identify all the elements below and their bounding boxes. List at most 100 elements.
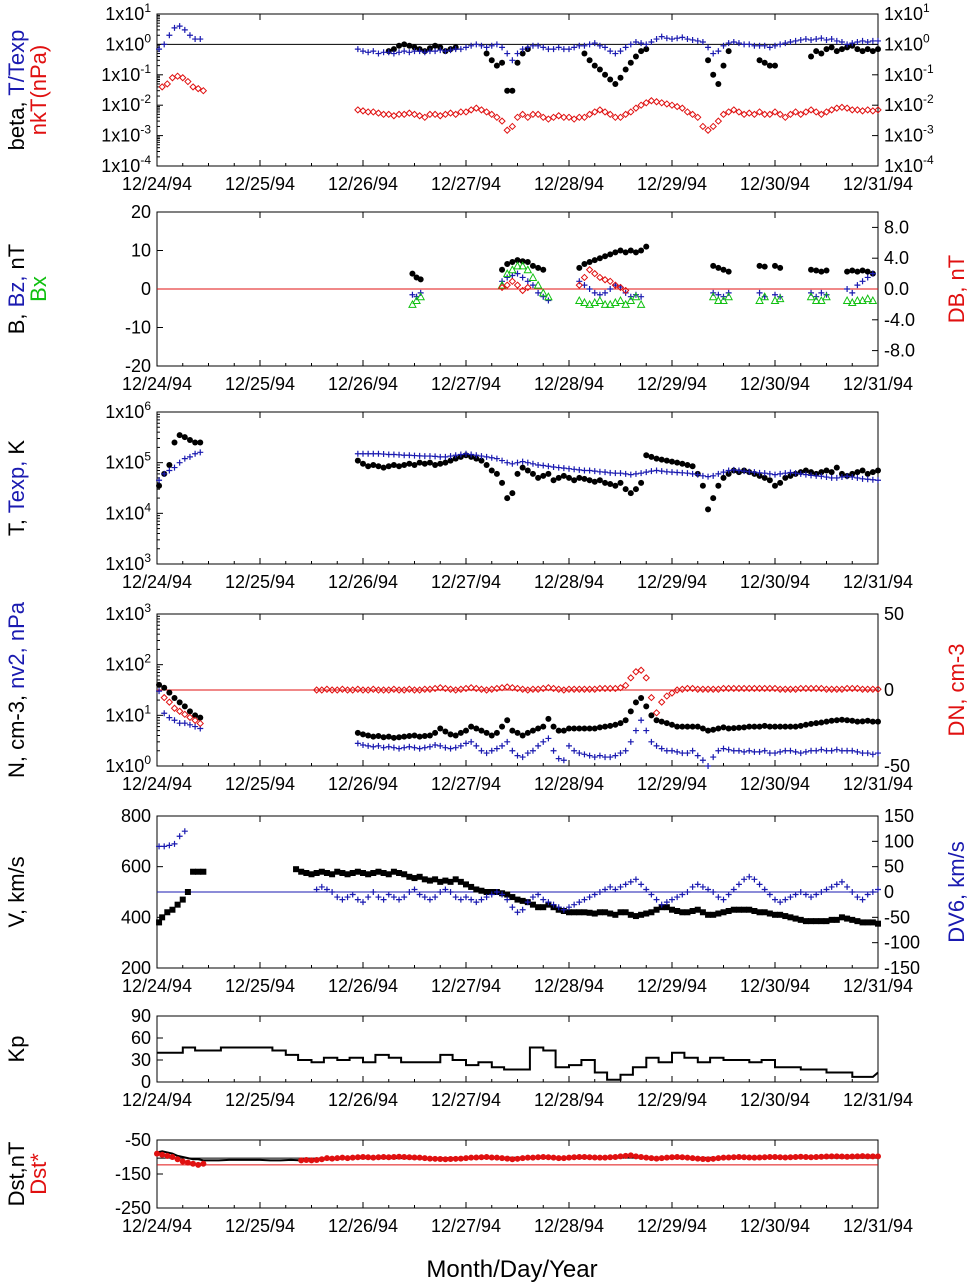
x-tick-label: 12/29/94 xyxy=(637,572,707,592)
data-point xyxy=(432,1155,439,1162)
data-point xyxy=(421,744,428,751)
data-point xyxy=(457,451,464,458)
data-point xyxy=(452,894,459,901)
data-point xyxy=(354,450,361,457)
data-point xyxy=(761,886,768,893)
data-point xyxy=(643,452,650,459)
data-point xyxy=(612,50,619,57)
data-point xyxy=(761,1154,768,1161)
data-point xyxy=(529,110,537,119)
data-point xyxy=(519,46,526,53)
data-point xyxy=(499,742,506,749)
data-point xyxy=(370,743,377,750)
data-point xyxy=(596,477,603,484)
data-point xyxy=(678,685,687,693)
data-point xyxy=(627,41,634,48)
x-tick-label: 12/29/94 xyxy=(637,976,707,996)
panel-kp: 12/24/94 12/25/94 12/26/94 12/27/94 12/28/94… xyxy=(4,1006,913,1110)
data-point xyxy=(606,110,614,119)
data-point xyxy=(875,467,881,474)
data-point xyxy=(869,107,877,115)
data-point xyxy=(699,883,706,890)
x-tick-label: 12/25/94 xyxy=(225,174,295,194)
panel-beta: 12/24/94 12/25/94 12/26/94 12/27/94 12/28/94… xyxy=(4,1,934,194)
data-point xyxy=(442,1156,449,1163)
data-point xyxy=(741,468,748,475)
data-point xyxy=(622,66,629,73)
data-point xyxy=(616,295,625,305)
data-point xyxy=(442,877,449,884)
y-tick-label: -20 xyxy=(125,356,151,376)
data-point xyxy=(720,724,727,731)
data-point xyxy=(303,1156,310,1163)
data-point xyxy=(380,870,387,876)
data-point xyxy=(859,467,866,474)
data-point xyxy=(786,110,795,119)
data-point xyxy=(812,108,820,116)
data-point xyxy=(772,62,778,69)
data-point xyxy=(710,50,717,57)
data-point xyxy=(349,891,356,898)
data-point xyxy=(452,876,459,883)
panels: 12/24/94 12/25/94 12/26/94 12/27/94 12/28/94… xyxy=(4,1,969,1236)
data-point xyxy=(519,258,526,265)
data-point xyxy=(432,729,439,736)
data-point xyxy=(808,53,815,60)
data-point xyxy=(746,906,753,913)
data-point xyxy=(416,452,423,459)
data-point xyxy=(637,101,645,109)
data-point xyxy=(808,918,815,925)
data-point xyxy=(473,725,480,732)
data-point xyxy=(875,750,881,757)
data-point xyxy=(554,112,563,120)
data-point xyxy=(571,747,578,754)
data-point xyxy=(513,684,522,693)
data-point xyxy=(488,454,495,461)
data-point xyxy=(166,842,173,849)
data-point xyxy=(710,472,717,479)
data-point xyxy=(539,684,547,693)
data-point xyxy=(746,723,753,730)
data-point xyxy=(509,259,516,266)
data-point xyxy=(802,748,809,755)
data-point xyxy=(802,108,810,116)
data-point xyxy=(756,469,763,476)
data-point xyxy=(401,744,408,751)
data-point xyxy=(354,685,362,693)
data-point xyxy=(566,474,572,481)
data-point xyxy=(457,729,464,736)
data-point xyxy=(776,685,784,693)
data-point xyxy=(585,266,594,274)
data-point xyxy=(833,1153,840,1160)
data-point xyxy=(833,685,841,693)
y-tick-label: 60 xyxy=(131,1028,151,1048)
data-point xyxy=(596,66,603,73)
y-tick-label: -100 xyxy=(884,933,920,953)
data-point xyxy=(437,1156,444,1163)
data-point xyxy=(674,459,681,466)
data-point xyxy=(674,723,681,730)
x-tick-label: 12/30/94 xyxy=(740,774,810,794)
data-point xyxy=(550,723,557,730)
data-point xyxy=(859,919,866,926)
data-point xyxy=(473,886,480,893)
data-point xyxy=(730,725,737,732)
y-axis-title-part: nkT(nPa) xyxy=(26,45,51,135)
series-dot xyxy=(154,1150,881,1168)
x-tick-label: 12/31/94 xyxy=(843,174,913,194)
x-tick-label: 12/28/94 xyxy=(534,774,604,794)
data-point xyxy=(617,750,624,757)
data-point xyxy=(807,684,815,693)
data-point xyxy=(576,264,583,271)
data-point xyxy=(869,889,876,895)
data-point xyxy=(653,717,660,724)
data-point xyxy=(560,465,567,472)
data-point xyxy=(416,745,423,752)
data-point xyxy=(161,41,168,48)
data-point xyxy=(514,752,521,759)
data-point xyxy=(396,870,403,876)
data-point xyxy=(529,727,536,734)
x-tick-label: 12/31/94 xyxy=(843,1090,913,1110)
data-point xyxy=(741,41,748,48)
data-point xyxy=(684,461,691,468)
